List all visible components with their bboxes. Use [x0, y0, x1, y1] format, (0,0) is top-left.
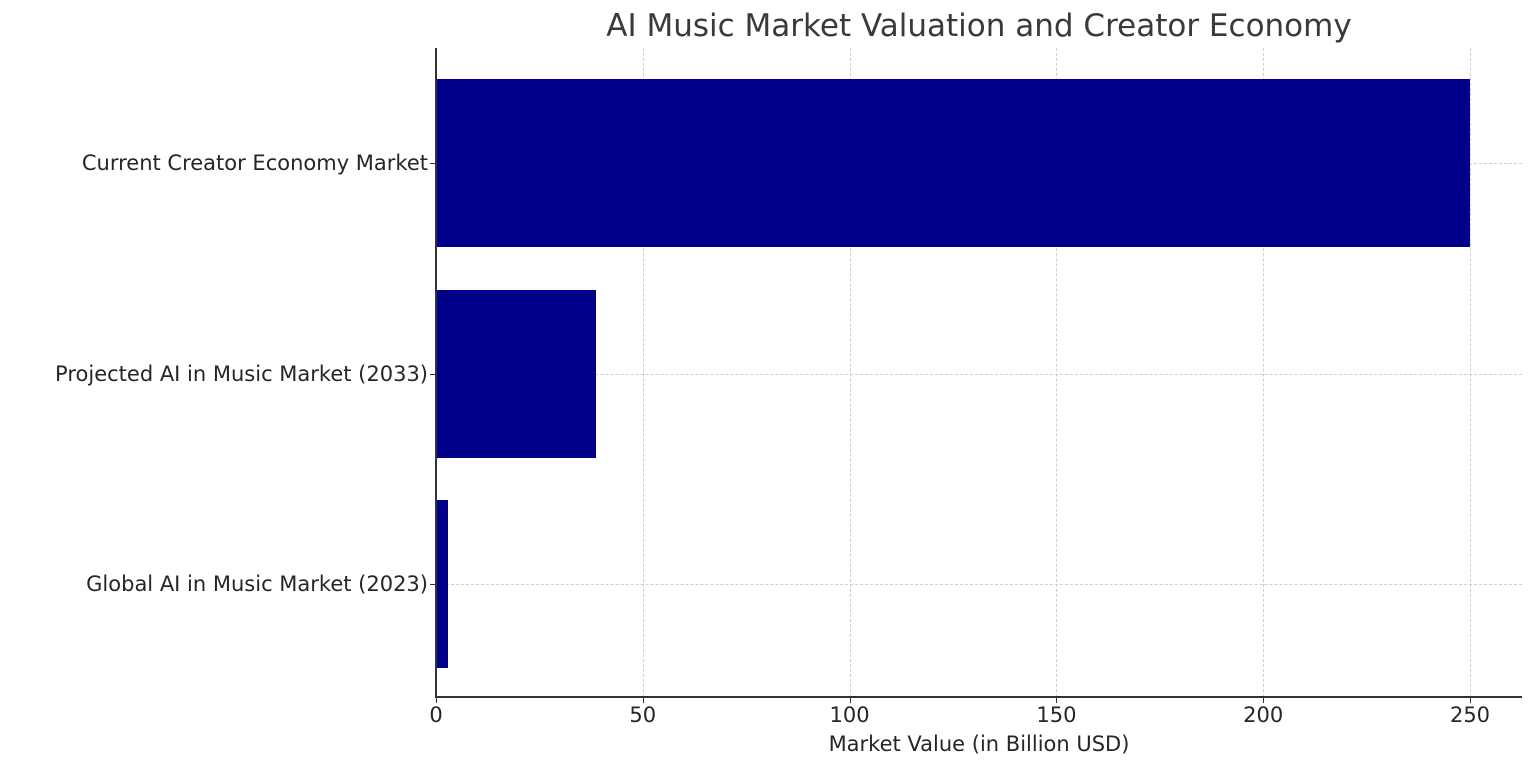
plot-area — [436, 48, 1522, 697]
x-tick-label: 50 — [629, 703, 657, 727]
x-tick — [1263, 697, 1265, 703]
y-axis-line — [435, 48, 437, 698]
y-tick-label: Projected AI in Music Market (2033) — [55, 361, 428, 386]
x-tick-label: 200 — [1243, 703, 1284, 727]
y-gridline — [436, 584, 1522, 585]
chart-title: AI Music Market Valuation and Creator Ec… — [606, 8, 1352, 44]
bar — [436, 79, 1470, 247]
x-gridline — [849, 48, 851, 697]
x-tick-label: 250 — [1449, 703, 1491, 727]
x-axis-line — [435, 696, 1522, 698]
x-gridline — [1470, 48, 1471, 697]
x-tick — [436, 697, 437, 703]
y-tick-label: Current Creator Economy Market — [81, 151, 428, 175]
x-tick — [642, 697, 644, 703]
x-tick — [1056, 697, 1058, 703]
bar — [436, 289, 597, 458]
bar — [436, 500, 448, 668]
x-tick-label: 100 — [829, 703, 870, 727]
y-tick — [430, 584, 436, 585]
y-tick-label: Global AI in Music Market (2023) — [86, 572, 428, 596]
x-tick-label: 0 — [429, 703, 443, 727]
x-axis-label: Market Value (in Billion USD) — [828, 732, 1130, 756]
x-tick — [849, 697, 851, 703]
y-tick — [430, 373, 436, 375]
x-gridline — [642, 48, 644, 697]
x-gridline — [1263, 48, 1265, 697]
y-tick — [430, 163, 436, 164]
x-gridline — [1056, 48, 1058, 697]
y-gridline — [436, 373, 1522, 375]
x-tick-label: 150 — [1036, 703, 1077, 727]
x-tick — [1470, 697, 1471, 703]
